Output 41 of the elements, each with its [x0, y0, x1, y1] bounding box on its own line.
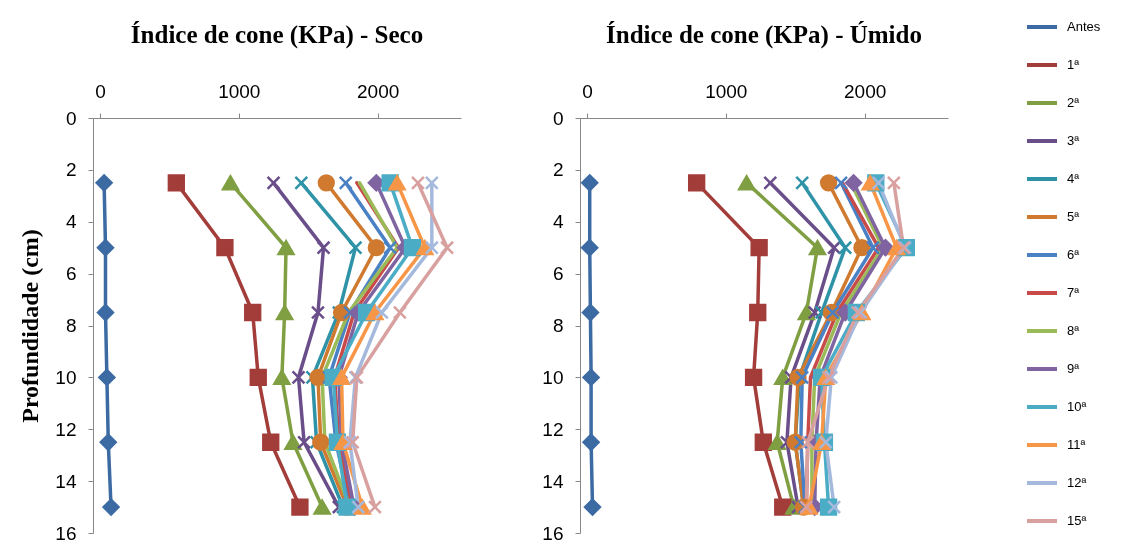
y-tick-label: 10: [55, 366, 77, 388]
legend-label: 8ª: [1067, 323, 1080, 338]
y-tick-label: 4: [65, 211, 77, 233]
legend-label: Antes: [1067, 19, 1101, 34]
y-tick-label: 8: [65, 315, 77, 336]
legend-label: 1ª: [1067, 57, 1080, 72]
y-tick-label: 12: [542, 418, 564, 440]
y-tick-label: 0: [552, 107, 564, 129]
x-tick-label: 0: [582, 80, 593, 102]
x-tick-label: 2000: [844, 80, 887, 102]
y-tick-label: 2: [552, 159, 564, 181]
y-tick-label: 6: [65, 263, 77, 285]
x-tick-label: 2000: [357, 80, 400, 102]
legend-label: 10ª: [1067, 399, 1087, 414]
legend-label: 6ª: [1067, 247, 1080, 262]
y-tick-label: 14: [542, 470, 564, 492]
y-tick-label: 4: [552, 211, 564, 233]
chart-title: Índice de cone (KPa) - Úmido: [606, 21, 922, 49]
y-tick-label: 8: [552, 315, 564, 336]
y-tick-label: 16: [542, 522, 564, 544]
legend-label: 5ª: [1067, 209, 1080, 224]
y-tick-label: 16: [55, 522, 77, 544]
legend-label: 9ª: [1067, 361, 1080, 376]
legend-label: 15ª: [1067, 513, 1087, 528]
legend-label: 3ª: [1067, 133, 1080, 148]
y-tick-label: 6: [552, 263, 564, 285]
x-tick-label: 1000: [218, 80, 261, 102]
x-tick-label: 1000: [705, 80, 748, 102]
legend-label: 7ª: [1067, 285, 1080, 300]
y-tick-label: 0: [65, 107, 77, 129]
x-tick-label: 0: [95, 80, 106, 102]
legend-label: 12ª: [1067, 475, 1087, 490]
y-tick-label: 14: [55, 470, 77, 492]
legend-label: 2ª: [1067, 95, 1080, 110]
legend-label: 4ª: [1067, 171, 1080, 186]
y-tick-label: 10: [542, 366, 564, 388]
chart-title: Índice de cone (KPa) - Seco: [130, 21, 424, 49]
y-axis-title: Profundidade (cm): [17, 229, 44, 423]
y-tick-label: 12: [55, 418, 77, 440]
legend-label: 11ª: [1067, 437, 1086, 452]
y-tick-label: 2: [65, 159, 77, 181]
